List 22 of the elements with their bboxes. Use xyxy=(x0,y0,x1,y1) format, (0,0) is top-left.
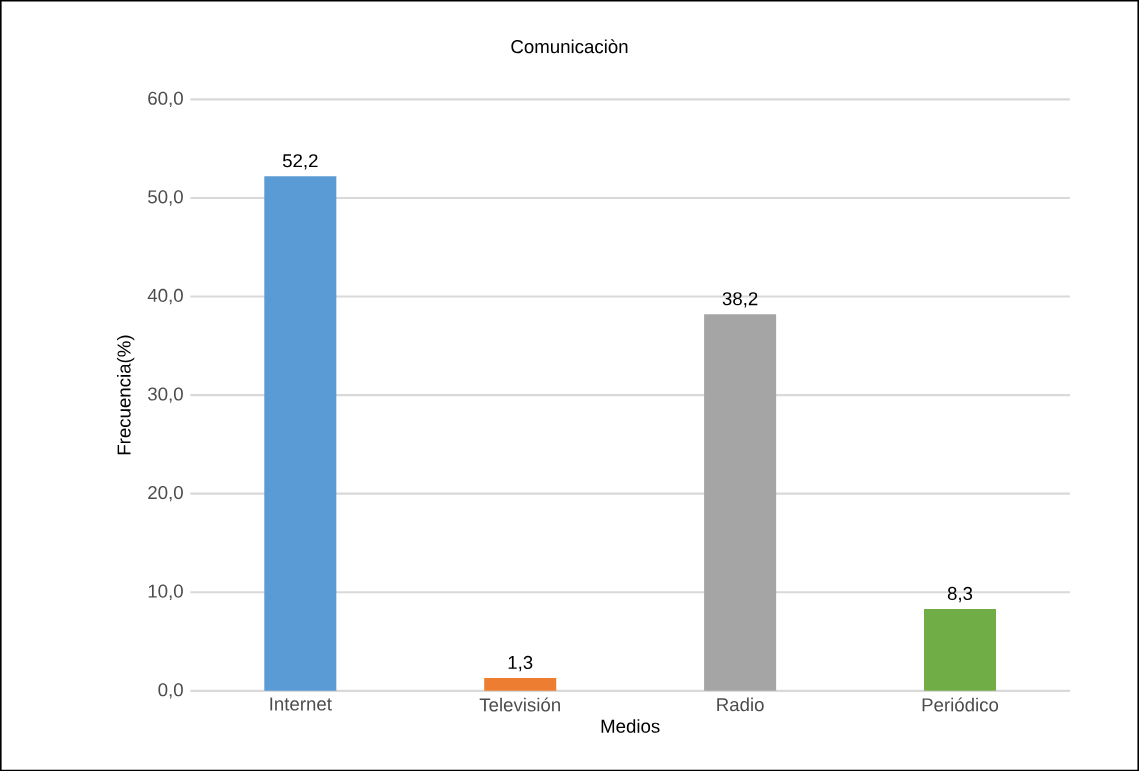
y-tick-label: 30,0 xyxy=(148,387,183,403)
x-tick-label: Internet xyxy=(270,697,332,711)
bar xyxy=(484,677,557,691)
y-tick-label: 0,0 xyxy=(158,683,183,699)
y-tick-label: 60,0 xyxy=(148,91,183,107)
y-axis-title: Frecuencia(%) xyxy=(116,335,135,455)
data-label: 1,3 xyxy=(508,655,533,672)
x-tick-label: Radio xyxy=(717,697,764,712)
data-label: 38,2 xyxy=(722,292,758,308)
bar xyxy=(264,176,337,691)
y-tick-label: 10,0 xyxy=(148,584,183,600)
chart-title: Comunicaciòn xyxy=(511,39,628,54)
y-tick-label: 20,0 xyxy=(148,485,183,502)
x-tick-label: Periódico xyxy=(922,697,999,712)
bar xyxy=(924,608,997,691)
bar xyxy=(704,314,777,691)
data-label: 8,3 xyxy=(947,586,973,603)
x-tick-label: Televisión xyxy=(479,697,560,712)
data-label: 52,2 xyxy=(282,154,318,170)
x-axis-title: Medios xyxy=(601,719,660,733)
y-tick-label: 40,0 xyxy=(147,288,183,305)
y-tick-label: 50,0 xyxy=(148,190,183,206)
